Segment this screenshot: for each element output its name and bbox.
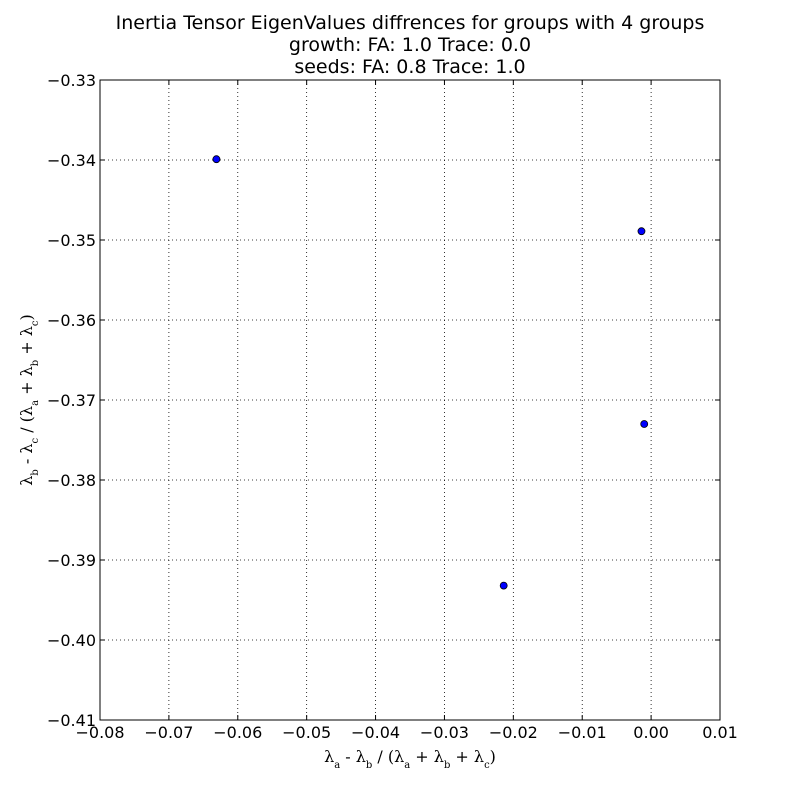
title-line-1: Inertia Tensor EigenValues diffrences fo… xyxy=(116,12,705,34)
x-tick-label: −0.07 xyxy=(144,723,193,742)
y-tick-label: −0.38 xyxy=(47,471,96,490)
tick-labels: −0.08 −0.07 −0.06 −0.05 −0.04 −0.03 −0.02 −0.01… xyxy=(47,71,738,742)
x-tick-label: −0.02 xyxy=(489,723,538,742)
x-tick-label: −0.05 xyxy=(282,723,331,742)
x-tick-label: −0.01 xyxy=(558,723,607,742)
y-tick-label: −0.37 xyxy=(47,391,96,410)
x-tick-label: −0.08 xyxy=(75,723,124,742)
x-tick-label: −0.06 xyxy=(213,723,262,742)
plot-frame xyxy=(99,79,721,721)
y-axis-label: λb - λc / (λa + λb + λc) xyxy=(17,314,41,486)
grid xyxy=(100,80,720,720)
y-tick-label: −0.34 xyxy=(47,151,96,170)
y-tick-label: −0.36 xyxy=(47,311,96,330)
data-points xyxy=(212,155,649,590)
x-axis-label: λa - λb / (λa + λb + λc) xyxy=(324,747,496,771)
title-line-3: seeds: FA: 0.8 Trace: 1.0 xyxy=(294,56,525,78)
x-tick-label: 0.01 xyxy=(702,723,738,742)
chart-title: Inertia Tensor EigenValues diffrences fo… xyxy=(116,12,705,78)
data-point-1 xyxy=(212,155,221,164)
y-tick-label: −0.35 xyxy=(47,231,96,250)
data-point-4 xyxy=(499,581,508,590)
y-tick-label: −0.33 xyxy=(47,71,96,90)
y-tick-label: −0.40 xyxy=(47,631,96,650)
x-tick-label: 0.00 xyxy=(633,723,669,742)
y-tick-label: −0.41 xyxy=(47,711,96,730)
x-tick-label: −0.04 xyxy=(351,723,400,742)
x-tick-label: −0.03 xyxy=(420,723,469,742)
title-line-2: growth: FA: 1.0 Trace: 0.0 xyxy=(289,34,531,56)
data-point-2 xyxy=(637,227,646,236)
y-tick-label: −0.39 xyxy=(47,551,96,570)
data-point-3 xyxy=(640,420,649,428)
